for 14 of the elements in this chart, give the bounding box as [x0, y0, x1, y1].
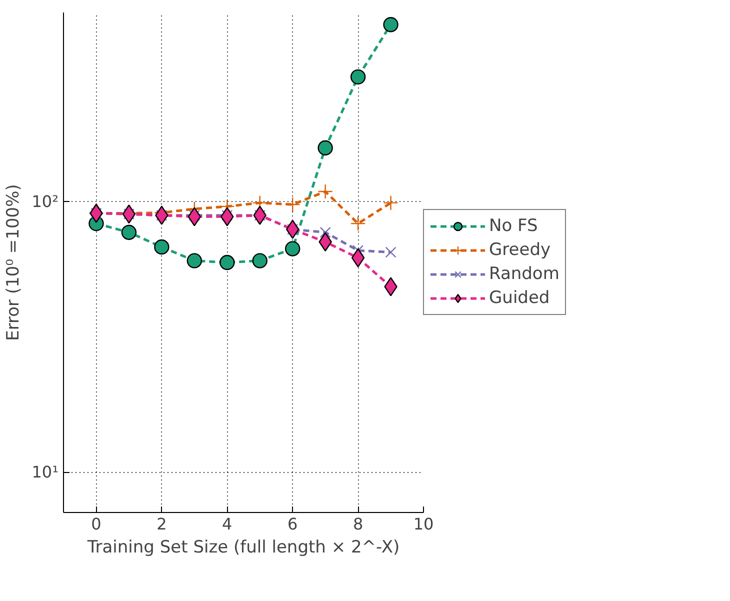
legend-label: Random [489, 264, 560, 284]
x-axis-title: Training Set Size (full length × 2^-X) [86, 538, 400, 558]
y-tick-label: 10¹ [32, 462, 59, 482]
x-tick-label: 8 [352, 514, 364, 534]
y-axis-title: Error (10⁰ =100%) [4, 184, 24, 341]
legend-label: No FS [489, 216, 538, 236]
x-tick-label: 0 [91, 514, 102, 534]
y-tick-label: 10² [32, 192, 59, 212]
legend-label: Greedy [489, 240, 551, 260]
legend-label: Guided [489, 288, 550, 308]
x-tick-label: 2 [156, 514, 167, 534]
x-tick-label: 6 [288, 514, 298, 534]
x-tick-label: 4 [222, 514, 232, 534]
x-tick-label: 10 [413, 514, 434, 534]
